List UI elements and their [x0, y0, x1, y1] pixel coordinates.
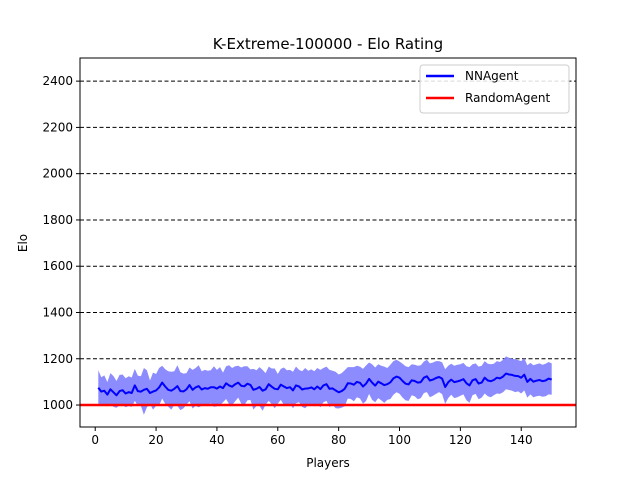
x-tick-label-5: 100 — [388, 433, 411, 447]
x-axis-label: Players — [306, 456, 350, 470]
legend-label-randomagent: RandomAgent — [465, 91, 550, 105]
y-tick-label-5: 2000 — [42, 167, 73, 181]
plot-frame — [79, 57, 577, 428]
y-tick-label-1: 1200 — [42, 352, 73, 366]
x-tick-label-0: 0 — [91, 433, 99, 447]
series-layer — [80, 372, 576, 407]
x-tick-label-7: 140 — [510, 433, 533, 447]
legend-box — [419, 64, 570, 114]
y-tick-label-0: 1000 — [42, 398, 73, 412]
y-tick-label-4: 1800 — [42, 213, 73, 227]
legend: NNAgent RandomAgent — [419, 64, 570, 114]
x-tick-label-6: 120 — [449, 433, 472, 447]
x-axis-ticks: 0 20 40 60 80 100 120 140 — [91, 427, 533, 447]
y-axis-ticks: 1000 1200 1400 1600 1800 2000 2200 2400 — [42, 74, 80, 412]
legend-label-nnagent: NNAgent — [465, 69, 519, 83]
x-tick-label-4: 80 — [331, 433, 346, 447]
x-tick-label-3: 60 — [270, 433, 285, 447]
y-tick-label-6: 2200 — [42, 120, 73, 134]
y-axis-label: Elo — [16, 234, 30, 252]
y-tick-label-3: 1600 — [42, 259, 73, 273]
chart-title: K-Extreme-100000 - Elo Rating — [213, 35, 443, 53]
x-tick-label-2: 40 — [209, 433, 224, 447]
x-tick-label-1: 20 — [148, 433, 163, 447]
y-tick-label-2: 1400 — [42, 305, 73, 319]
nnagent-line — [97, 372, 553, 397]
y-tick-label-7: 2400 — [42, 74, 73, 88]
